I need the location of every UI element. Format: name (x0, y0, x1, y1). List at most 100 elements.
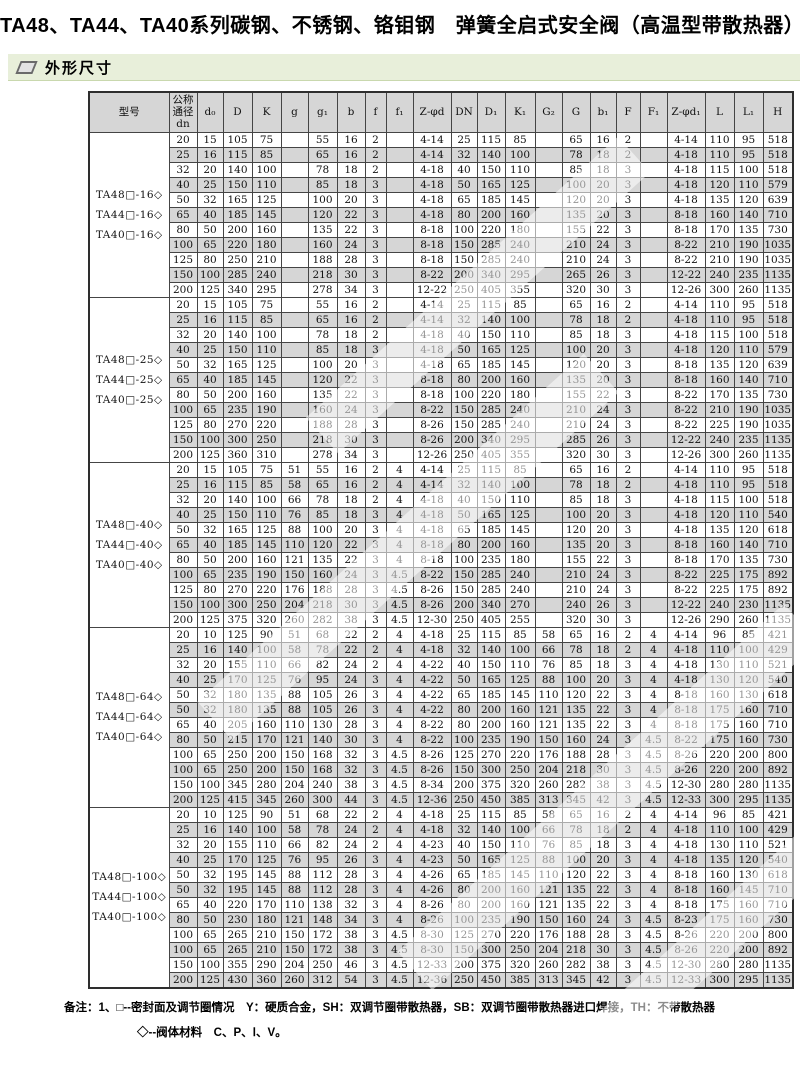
table-cell (280, 281, 309, 298)
table-cell: 892 (762, 566, 794, 583)
table-cell: 38 (336, 926, 366, 943)
table-cell: 28 (336, 866, 366, 883)
table-cell: 218 (307, 431, 338, 448)
table-cell: 3 (615, 671, 641, 688)
table-cell: 4 (385, 476, 414, 493)
table-cell: 8-26 (666, 761, 706, 778)
table-cell: 170 (251, 731, 282, 748)
table-cell: 8-18 (666, 716, 706, 733)
table-row: 32 20 155 110 66 82 24 2 4 4-22 40 150 110 76 85 18 3 4 4-… (89, 656, 794, 673)
table-cell: 4 (385, 641, 414, 658)
table-cell: 4-14 (666, 461, 706, 478)
table-cell: 170 (704, 386, 735, 403)
table-cell: 100 (196, 776, 224, 793)
table-cell: 260 (733, 281, 764, 298)
table-cell: 85 (504, 296, 536, 313)
table-cell: 285 (222, 266, 253, 283)
table-cell: 125 (196, 281, 224, 298)
table-cell: 125 (504, 176, 536, 193)
table-cell: 800 (762, 746, 794, 763)
table-cell: 220 (504, 926, 536, 943)
table-cell: 100 (450, 911, 478, 928)
table-cell: 130 (704, 671, 735, 688)
table-cell: 88 (280, 521, 309, 538)
table-cell: 22 (336, 536, 366, 553)
table-cell: 200 (450, 956, 478, 973)
table-cell: 8-30 (412, 941, 452, 958)
table-cell: 3 (615, 956, 641, 973)
table-cell: 24 (336, 656, 366, 673)
table-cell: 4.5 (639, 791, 668, 808)
table-cell: 8-26 (666, 926, 706, 943)
table-cell (534, 611, 563, 628)
table-cell: 250 (504, 941, 536, 958)
table-cell: 24 (336, 401, 366, 418)
table-cell: 50 (168, 356, 198, 373)
model-label: TA44□-25◇ (95, 373, 163, 386)
table-cell: 300 (704, 791, 735, 808)
table-cell: 100 (504, 821, 536, 838)
table-cell: 100 (251, 161, 282, 178)
table-cell: 24 (589, 911, 617, 928)
table-cell: 16 (336, 476, 366, 493)
table-cell (534, 461, 563, 478)
table-cell: 3 (615, 926, 641, 943)
table-cell: 235 (222, 566, 253, 583)
table-cell: 2 (615, 476, 641, 493)
table-cell: 85 (307, 341, 338, 358)
table-cell: 125 (504, 341, 536, 358)
table-cell: 18 (589, 476, 617, 493)
table-cell: 55 (307, 296, 338, 313)
table-cell: 188 (561, 926, 591, 943)
table-row: 80 50 200 160 135 22 3 8-18 100 220 180 155 22 3 8-18 1… (89, 221, 794, 238)
table-cell: 150 (476, 656, 506, 673)
table-cell: 85 (561, 326, 591, 343)
table-cell: 2 (364, 656, 387, 673)
table-cell: 3 (615, 746, 641, 763)
table-cell: 4-22 (412, 656, 452, 673)
table-cell (534, 416, 563, 433)
table-row: 65 40 205 160 110 130 28 3 4 8-22 80 200 160 121 135 22… (89, 716, 794, 733)
table-cell: 200 (168, 791, 198, 808)
table-cell: 130 (307, 716, 338, 733)
table-cell: 24 (589, 251, 617, 268)
table-cell: 16 (336, 311, 366, 328)
table-cell: 4.5 (385, 956, 414, 973)
table-cell: 34 (336, 446, 366, 463)
table-cell: 85 (561, 491, 591, 508)
table-cell: 125 (504, 851, 536, 868)
table-cell: 3 (615, 236, 641, 253)
table-cell: 345 (251, 791, 282, 808)
table-cell: 65 (450, 686, 478, 703)
table-cell: 42 (589, 971, 617, 988)
table-cell: 135 (733, 386, 764, 403)
table-cell: 4-23 (412, 836, 452, 853)
table-cell (385, 446, 414, 463)
table-cell: 4-18 (666, 506, 706, 523)
table-cell: 85 (504, 806, 536, 823)
table-cell: 250 (222, 761, 253, 778)
table-cell: 100 (196, 266, 224, 283)
table-cell: 170 (704, 221, 735, 238)
table-cell: 10 (196, 626, 224, 643)
table-cell: 710 (762, 881, 794, 898)
table-cell: 4.5 (385, 761, 414, 778)
table-cell (534, 311, 563, 328)
table-cell: 175 (704, 701, 735, 718)
table-cell: 2 (364, 326, 387, 343)
table-cell: 8-18 (412, 551, 452, 568)
table-cell: 160 (504, 701, 536, 718)
table-cell: 180 (222, 686, 253, 703)
table-cell: 110 (504, 836, 536, 853)
table-cell: 3 (364, 566, 387, 583)
table-cell: 3 (364, 671, 387, 688)
table-cell: 295 (504, 431, 536, 448)
table-cell: 110 (251, 506, 282, 523)
table-cell: 32 (450, 641, 478, 658)
table-cell: 58 (280, 476, 309, 493)
table-cell: 260 (280, 611, 309, 628)
table-cell: 2 (364, 836, 387, 853)
table-cell: 4 (385, 896, 414, 913)
table-cell: 18 (589, 311, 617, 328)
table-cell (280, 326, 309, 343)
